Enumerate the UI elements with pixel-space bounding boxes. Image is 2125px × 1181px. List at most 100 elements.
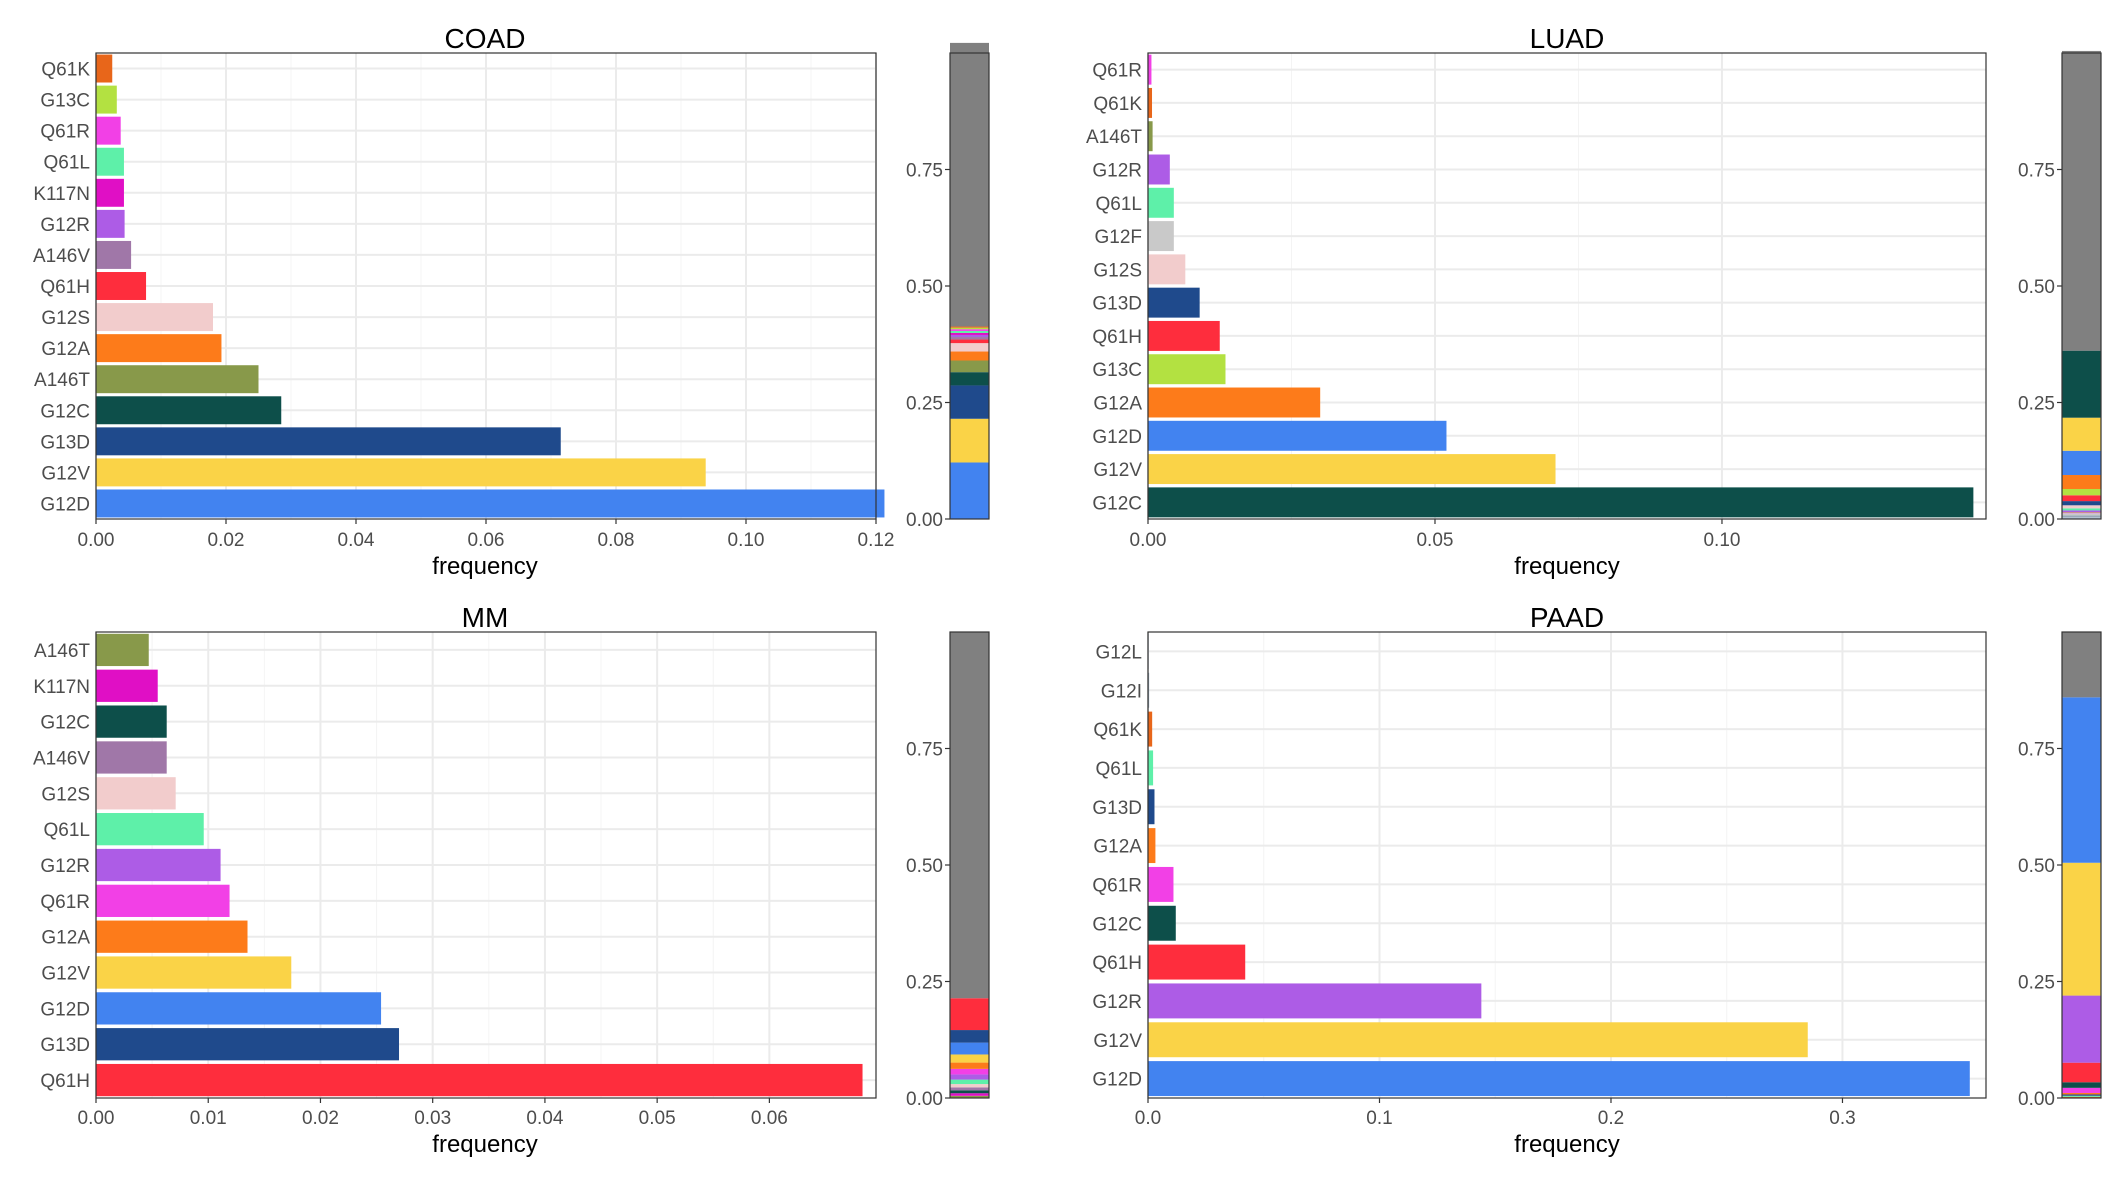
stack-segment-g12v: [950, 418, 989, 463]
bar-g12s: [96, 303, 213, 332]
bar-q61l: [1148, 187, 1174, 218]
stack-segment-g12c: [950, 1090, 989, 1094]
stack-segment-other: [950, 632, 989, 999]
stack-segment-q61r: [950, 329, 989, 331]
bar-g12r: [1148, 983, 1482, 1019]
stack-segment-q61l: [2062, 1095, 2101, 1097]
category-label: A146V: [33, 748, 90, 769]
stack-segment-other: [2062, 632, 2101, 698]
stack-segment-g12f: [2062, 513, 2101, 516]
bar-k117n: [96, 669, 158, 702]
category-label: G12S: [41, 308, 90, 329]
x-tick-label: 0.08: [598, 530, 635, 551]
category-label: G12V: [41, 964, 90, 985]
bar-q61k: [1148, 711, 1153, 747]
x-tick-label: 0.12: [858, 530, 895, 551]
stack-segment-other: [2062, 50, 2101, 351]
category-label: Q61L: [1096, 194, 1142, 215]
bar-g12r: [96, 209, 125, 238]
bar-g12c: [96, 705, 167, 738]
bar-g13c: [96, 85, 117, 114]
stack-segment-g12c: [950, 372, 989, 386]
stack-segment-g12a: [950, 351, 989, 361]
category-label: Q61H: [40, 1071, 90, 1092]
bar-g12v: [96, 956, 292, 989]
category-label: G12C: [1092, 493, 1142, 514]
stack-segment-other: [950, 42, 989, 327]
category-label: G12C: [40, 713, 90, 734]
bar-g12c: [1148, 905, 1176, 941]
chart-title: PAAD: [1530, 602, 1604, 633]
bar-g12a: [96, 920, 248, 953]
category-label: G12L: [1096, 642, 1142, 663]
stack-segment-g12d: [950, 462, 989, 519]
panel-mm: MM frequency A146T K117N G12C A146V G12S Q61L…: [33, 602, 990, 1158]
bar-g12s: [96, 777, 176, 810]
category-label: G12D: [40, 494, 90, 515]
bar-a146t: [1148, 121, 1153, 152]
x-tick-label: 0.02: [208, 530, 245, 551]
stack-segment-g12v: [2062, 417, 2101, 451]
chart-title: COAD: [445, 23, 526, 54]
category-label: K117N: [33, 677, 90, 698]
stack-y-tick-label: 0.50: [906, 856, 943, 877]
stack-y-tick-label: 0.00: [2018, 510, 2055, 531]
bar-a146v: [96, 240, 132, 269]
category-label: G12R: [1092, 161, 1142, 182]
stack-segment-k117n: [950, 332, 989, 335]
stack-segment-g12v: [2062, 862, 2101, 996]
bar-g12v: [96, 458, 706, 487]
category-label: A146T: [34, 370, 90, 391]
bar-q61h: [96, 1063, 863, 1097]
x-tick-label: 0.10: [1703, 530, 1740, 551]
stack-segment-g12r: [950, 334, 989, 338]
x-tick-label: 0.06: [751, 1108, 788, 1129]
chart-title: MM: [462, 602, 509, 633]
plot-area: [1148, 632, 1986, 1098]
bar-g12a: [1148, 828, 1156, 864]
stack-segment-q61l: [2062, 508, 2101, 511]
plot-border: [1147, 52, 1987, 520]
bar-q61h: [1148, 944, 1246, 980]
stack-segment-q61k: [950, 326, 989, 328]
x-tick-label: 0.3: [1829, 1108, 1855, 1129]
x-axis-label: frequency: [432, 1131, 537, 1158]
bar-a146v: [96, 741, 167, 774]
bar-g12r: [1148, 154, 1170, 185]
category-label: G12C: [1092, 914, 1142, 935]
stack-segment-q61r: [950, 1068, 989, 1075]
bar-g13d: [96, 1028, 400, 1061]
stack-segment-g12s: [950, 1084, 989, 1088]
category-label: Q61H: [1092, 327, 1142, 348]
category-label: G12A: [41, 339, 90, 360]
bar-q61h: [96, 272, 147, 300]
panel-coad: COAD frequency Q61K G13C Q61R Q61L K117N G12R…: [33, 23, 990, 580]
stack-segment-k117n: [950, 1093, 989, 1096]
x-axis-label: frequency: [1514, 553, 1619, 580]
category-label: Q61L: [1096, 759, 1142, 780]
category-label: G12A: [41, 928, 90, 949]
stack-segment-g12s: [2062, 505, 2101, 509]
bar-q61h: [1148, 320, 1220, 351]
stack-segment-g12i: [2062, 515, 2101, 518]
bar-g12r: [96, 848, 221, 882]
bar-g12a: [96, 334, 222, 363]
panel-paad: PAAD frequency G12L G12I Q61K Q61L G13D G12A Q…: [1092, 602, 2102, 1158]
category-label: A146T: [1086, 127, 1142, 148]
plot-border: [1147, 631, 1987, 1099]
category-label: Q61R: [1092, 61, 1142, 82]
chart-title: LUAD: [1530, 23, 1605, 54]
stack-segment-g12r: [950, 1074, 989, 1080]
category-label: G12A: [1093, 394, 1142, 415]
stack-y-tick-label: 0.50: [2018, 277, 2055, 298]
stack-segment-g12s: [950, 343, 989, 352]
stack-y-tick-label: 0.50: [2018, 856, 2055, 877]
stack-y-tick-label: 0.25: [2018, 394, 2055, 415]
stack-segment-q61h: [2062, 495, 2101, 502]
stack-y-tick-label: 0.75: [906, 740, 943, 761]
category-label: G12I: [1101, 681, 1142, 702]
category-label: Q61K: [41, 60, 90, 81]
x-tick-label: 0.05: [1416, 530, 1453, 551]
x-tick-label: 0.00: [78, 530, 115, 551]
category-label: G13C: [1092, 360, 1142, 381]
